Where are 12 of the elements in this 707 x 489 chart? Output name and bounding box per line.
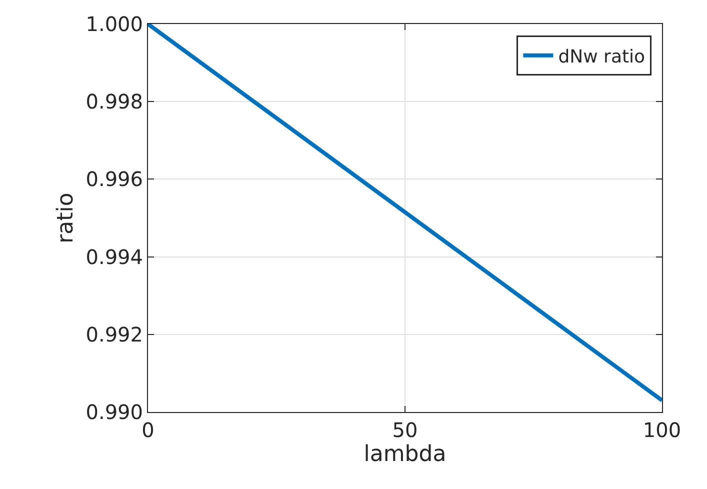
y-tick-label: 0.996 — [86, 167, 143, 192]
y-tick-label: 0.990 — [86, 400, 143, 424]
legend-label: dNw ratio — [558, 46, 646, 68]
x-tick-label: 100 — [642, 418, 682, 442]
y-axis-title: ratio — [54, 192, 79, 244]
x-axis-title: lambda — [364, 442, 446, 467]
y-tick-label: 0.998 — [86, 90, 143, 114]
y-tick-label: 1.000 — [86, 12, 143, 36]
x-tick-label: 50 — [392, 418, 418, 442]
x-tick-label: 0 — [142, 418, 154, 442]
y-tick-label: 0.994 — [86, 244, 143, 269]
y-tick-label: 0.992 — [86, 322, 143, 346]
